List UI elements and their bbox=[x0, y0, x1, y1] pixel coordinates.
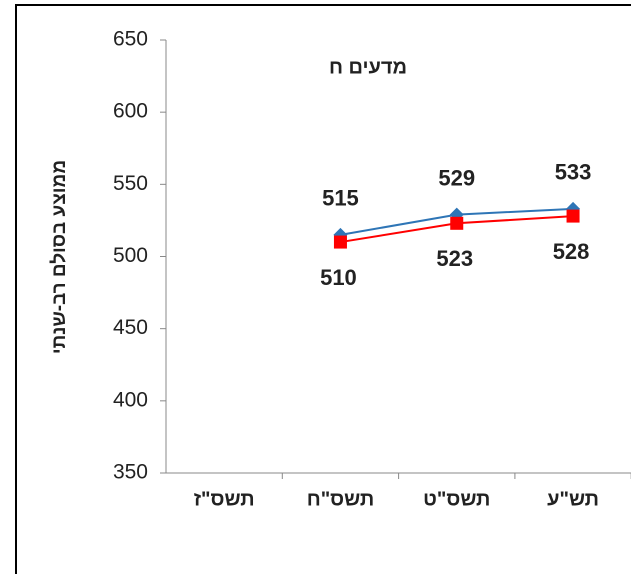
y-tick-label: 600 bbox=[113, 100, 148, 123]
data-label: 510 bbox=[320, 265, 357, 290]
marker bbox=[566, 209, 580, 223]
marker bbox=[450, 216, 464, 230]
x-tick-label: תש"ע bbox=[547, 488, 599, 510]
data-label: 529 bbox=[438, 165, 475, 190]
y-axis-label: ממוצע בסולם רב-שנתי bbox=[49, 160, 70, 354]
data-label: 528 bbox=[553, 239, 590, 264]
y-tick-label: 550 bbox=[113, 172, 148, 195]
x-tick-label: תשס"ח bbox=[307, 488, 375, 510]
y-tick-label: 500 bbox=[113, 244, 148, 267]
chart-title: מדעים ח bbox=[329, 56, 407, 78]
x-tick-label: תשס"ט bbox=[423, 488, 490, 510]
marker bbox=[333, 235, 347, 249]
y-tick-label: 450 bbox=[113, 316, 148, 339]
frame bbox=[15, 4, 631, 579]
data-label: 523 bbox=[436, 246, 473, 271]
y-tick-label: 650 bbox=[113, 28, 148, 51]
x-tick-label: תשס"ז bbox=[194, 488, 255, 510]
data-label: 515 bbox=[322, 186, 359, 211]
data-label: 533 bbox=[555, 160, 592, 185]
y-tick-label: 400 bbox=[113, 388, 148, 411]
y-tick-label: 350 bbox=[113, 461, 148, 484]
